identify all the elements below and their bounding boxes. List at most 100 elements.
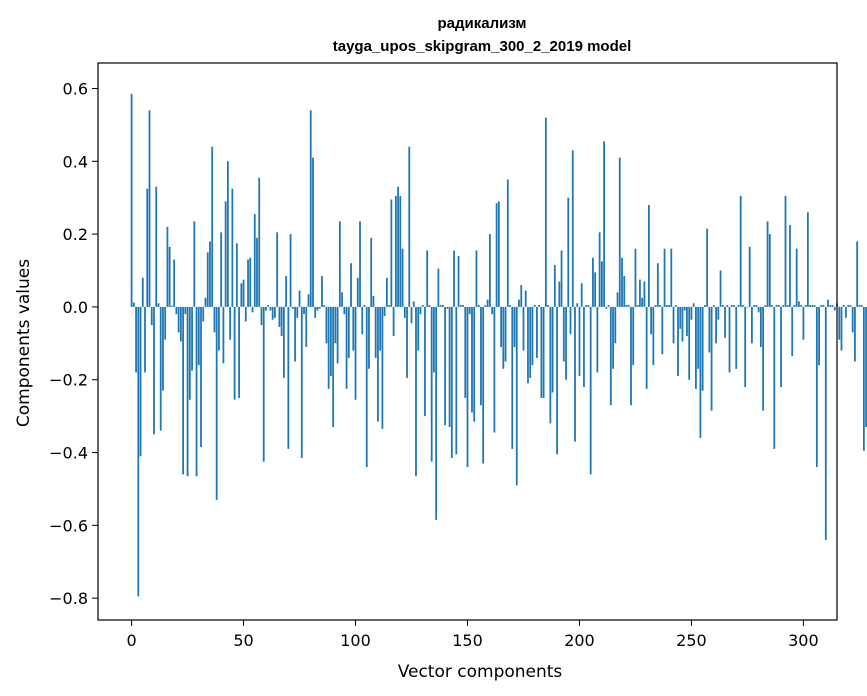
bar — [260, 306, 263, 326]
bar — [739, 195, 742, 307]
bar — [171, 305, 173, 307]
bar — [688, 306, 691, 380]
bar — [412, 301, 415, 307]
bar — [480, 306, 482, 406]
bar — [148, 110, 151, 307]
bar — [643, 281, 646, 307]
bar — [777, 305, 780, 307]
bar — [222, 306, 225, 364]
bar — [842, 305, 845, 307]
bar — [735, 306, 738, 369]
bar — [365, 306, 368, 468]
bar — [141, 277, 144, 307]
bar — [462, 305, 464, 307]
bar — [556, 306, 558, 455]
bar — [314, 306, 317, 318]
bar — [661, 306, 664, 355]
bar — [699, 306, 702, 438]
bar — [600, 261, 603, 307]
bar — [818, 306, 820, 366]
bar — [553, 265, 556, 307]
bar — [298, 290, 301, 307]
bar — [706, 228, 709, 307]
bar — [847, 305, 850, 307]
bar — [757, 306, 760, 313]
bar — [206, 252, 209, 307]
bar — [562, 306, 565, 362]
y-tick-label: −0.8 — [49, 589, 88, 608]
bar — [394, 195, 397, 307]
bar — [271, 306, 274, 320]
bar — [641, 297, 644, 307]
bar — [242, 279, 245, 307]
bar — [569, 306, 572, 335]
bar — [177, 306, 180, 333]
bar — [551, 306, 554, 393]
bar — [558, 281, 561, 307]
bar — [560, 250, 563, 307]
bar — [697, 306, 700, 369]
bar — [137, 306, 140, 597]
bar — [486, 299, 489, 307]
bar — [815, 306, 818, 468]
bar — [433, 306, 435, 373]
bar — [197, 306, 200, 366]
bar — [681, 306, 684, 342]
bar — [383, 306, 386, 317]
bar — [692, 303, 695, 307]
bar — [513, 306, 516, 347]
bar — [318, 306, 321, 309]
bar — [771, 305, 773, 307]
bar — [251, 306, 254, 313]
bar — [598, 232, 601, 307]
bar — [594, 272, 597, 307]
bar — [426, 250, 429, 307]
bar — [424, 306, 426, 417]
bar — [336, 306, 339, 364]
bar — [527, 306, 529, 384]
bar — [444, 306, 446, 426]
bar — [634, 248, 637, 307]
bar — [753, 305, 756, 307]
bar — [229, 306, 232, 340]
bar — [701, 306, 704, 391]
bar — [616, 292, 619, 307]
bar — [710, 306, 713, 411]
bar — [820, 305, 823, 307]
bar — [511, 306, 514, 449]
bar — [307, 294, 310, 307]
bar — [224, 201, 227, 307]
bar — [327, 306, 330, 389]
bar — [267, 305, 270, 307]
bar — [182, 306, 184, 475]
bar — [482, 306, 485, 464]
bar — [352, 306, 355, 351]
bar — [583, 306, 585, 388]
bar — [854, 306, 856, 362]
bar — [338, 221, 341, 307]
bar — [686, 306, 688, 337]
bar — [784, 195, 787, 307]
bar — [300, 306, 303, 458]
bar — [274, 306, 276, 318]
bar — [746, 306, 749, 308]
bar — [865, 306, 867, 428]
chart-title: радикализм — [437, 15, 526, 32]
bar — [231, 188, 234, 307]
bar — [547, 305, 550, 307]
bar — [824, 306, 827, 540]
bar — [211, 146, 214, 307]
x-axis-ticks: 0 50 100 150 200 250 300 — [126, 620, 819, 650]
bar — [751, 306, 753, 344]
bar — [204, 297, 207, 307]
bar — [650, 306, 653, 335]
bar — [285, 275, 287, 307]
bar — [294, 306, 296, 362]
bars-group — [130, 93, 867, 597]
bar — [576, 303, 579, 307]
bar — [213, 306, 216, 333]
bar — [592, 257, 594, 307]
bar — [209, 241, 211, 307]
bar — [587, 305, 590, 307]
